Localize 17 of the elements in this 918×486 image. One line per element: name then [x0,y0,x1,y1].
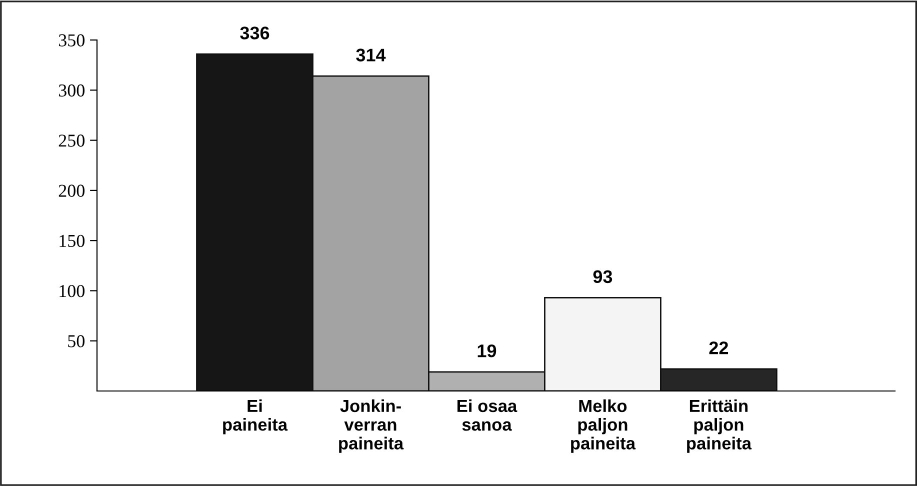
x-tick-label: Melko paljon paineita [571,399,636,453]
x-tick-label: Erittäin paljon paineita [687,399,752,453]
y-tick-label: 350 [58,34,85,46]
data-label: 93 [593,270,612,284]
x-tick-label: Jonkin- verran paineita [339,399,404,453]
y-tick-label: 150 [60,234,85,248]
data-label: 22 [709,341,728,354]
y-tick-label: 200 [58,184,85,197]
x-tick-label: Ei paineita [223,399,288,434]
y-tick-label: 300 [58,84,85,97]
y-tick-label: 250 [58,134,85,147]
data-label: 314 [356,48,386,62]
x-tick-label: Ei osaa sanoa [457,399,518,431]
y-tick-label: 100 [60,284,85,298]
data-label: 336 [240,26,270,40]
data-label: 19 [478,344,496,358]
y-tick-label: 50 [68,335,85,348]
